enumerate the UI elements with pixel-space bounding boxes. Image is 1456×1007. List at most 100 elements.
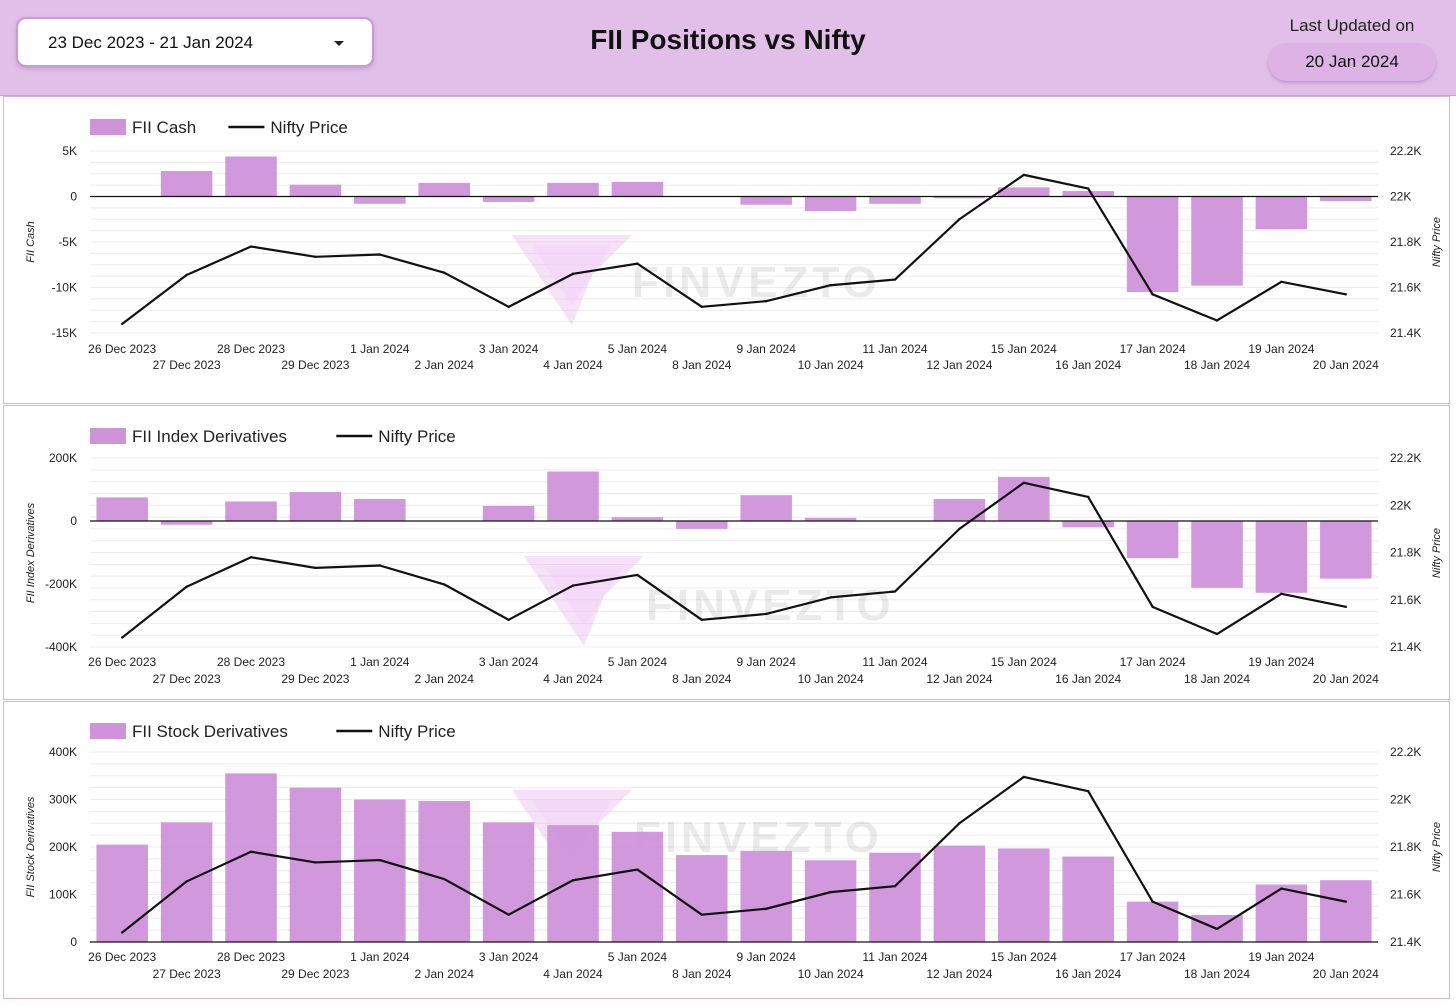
nifty-point-17-jan-2024[interactable]	[1151, 605, 1154, 609]
nifty-point-12-jan-2024[interactable]	[958, 218, 961, 221]
bar-3-jan-2024[interactable]	[482, 505, 535, 521]
bar-15-jan-2024[interactable]	[998, 187, 1050, 197]
bar-20-jan-2024[interactable]	[1320, 521, 1372, 579]
bar-19-jan-2024[interactable]	[1255, 884, 1308, 942]
nifty-point-19-jan-2024[interactable]	[1280, 887, 1283, 890]
bar-29-dec-2023[interactable]	[289, 787, 342, 942]
bar-19-jan-2024[interactable]	[1255, 196, 1308, 230]
bar-4-jan-2024[interactable]	[547, 471, 599, 521]
bar-12-jan-2024[interactable]	[933, 196, 986, 199]
bar-29-dec-2023[interactable]	[289, 184, 342, 197]
bar-15-jan-2024[interactable]	[998, 848, 1050, 942]
bar-10-jan-2024[interactable]	[804, 860, 857, 942]
nifty-point-11-jan-2024[interactable]	[893, 590, 897, 593]
nifty-point-8-jan-2024[interactable]	[700, 913, 703, 916]
nifty-point-12-jan-2024[interactable]	[958, 527, 961, 531]
nifty-point-19-jan-2024[interactable]	[1280, 592, 1283, 596]
nifty-point-18-jan-2024[interactable]	[1215, 927, 1219, 931]
bar-10-jan-2024[interactable]	[804, 196, 857, 212]
nifty-point-27-dec-2023[interactable]	[185, 880, 188, 883]
nifty-point-5-jan-2024[interactable]	[636, 262, 639, 265]
nifty-point-27-dec-2023[interactable]	[185, 273, 188, 277]
bar-4-jan-2024[interactable]	[547, 825, 599, 942]
bar-9-jan-2024[interactable]	[740, 495, 792, 521]
nifty-point-15-jan-2024[interactable]	[1022, 481, 1025, 485]
nifty-point-17-jan-2024[interactable]	[1151, 900, 1154, 903]
bar-27-dec-2023[interactable]	[160, 171, 213, 197]
nifty-point-12-jan-2024[interactable]	[958, 822, 961, 825]
nifty-point-2-jan-2024[interactable]	[443, 583, 446, 586]
bar-27-dec-2023[interactable]	[160, 521, 213, 525]
nifty-point-20-jan-2024[interactable]	[1344, 900, 1348, 903]
bar-20-jan-2024[interactable]	[1320, 880, 1372, 942]
bar-16-jan-2024[interactable]	[1062, 856, 1114, 943]
bar-28-dec-2023[interactable]	[225, 501, 277, 521]
nifty-point-3-jan-2024[interactable]	[507, 618, 510, 622]
bar-10-jan-2024[interactable]	[804, 517, 857, 521]
nifty-point-11-jan-2024[interactable]	[893, 278, 897, 281]
nifty-point-29-dec-2023[interactable]	[314, 255, 317, 258]
nifty-point-18-jan-2024[interactable]	[1215, 632, 1219, 636]
nifty-point-4-jan-2024[interactable]	[571, 879, 575, 882]
chevron-down-icon[interactable]	[334, 41, 344, 46]
nifty-point-26-dec-2023[interactable]	[121, 636, 124, 639]
bar-2-jan-2024[interactable]	[418, 800, 470, 942]
bar-20-jan-2024[interactable]	[1320, 196, 1372, 202]
bar-18-jan-2024[interactable]	[1191, 521, 1243, 588]
bar-26-dec-2023[interactable]	[96, 844, 148, 942]
bar-8-jan-2024[interactable]	[676, 855, 728, 942]
nifty-point-11-jan-2024[interactable]	[893, 884, 897, 888]
bar-8-jan-2024[interactable]	[676, 521, 728, 529]
nifty-point-8-jan-2024[interactable]	[700, 618, 703, 622]
bar-29-dec-2023[interactable]	[289, 492, 342, 521]
bar-12-jan-2024[interactable]	[933, 498, 986, 521]
bar-16-jan-2024[interactable]	[1062, 521, 1114, 528]
nifty-point-4-jan-2024[interactable]	[571, 272, 575, 276]
nifty-point-29-dec-2023[interactable]	[314, 861, 317, 864]
nifty-point-4-jan-2024[interactable]	[571, 584, 575, 587]
bar-3-jan-2024[interactable]	[482, 822, 535, 942]
bar-12-jan-2024[interactable]	[933, 845, 986, 942]
bar-28-dec-2023[interactable]	[225, 773, 277, 942]
nifty-point-26-dec-2023[interactable]	[121, 931, 124, 934]
nifty-point-10-jan-2024[interactable]	[829, 284, 832, 287]
bar-15-jan-2024[interactable]	[998, 476, 1050, 521]
nifty-point-19-jan-2024[interactable]	[1280, 280, 1283, 284]
bar-9-jan-2024[interactable]	[740, 196, 792, 205]
nifty-point-29-dec-2023[interactable]	[314, 566, 317, 570]
bar-5-jan-2024[interactable]	[611, 517, 664, 521]
bar-3-jan-2024[interactable]	[482, 196, 535, 202]
bar-16-jan-2024[interactable]	[1062, 191, 1114, 197]
nifty-point-16-jan-2024[interactable]	[1087, 789, 1090, 793]
nifty-point-20-jan-2024[interactable]	[1344, 293, 1348, 296]
nifty-point-15-jan-2024[interactable]	[1022, 775, 1025, 779]
nifty-point-8-jan-2024[interactable]	[700, 305, 703, 309]
nifty-point-28-dec-2023[interactable]	[249, 245, 253, 248]
bar-11-jan-2024[interactable]	[869, 196, 921, 204]
bar-17-jan-2024[interactable]	[1126, 901, 1179, 942]
bar-5-jan-2024[interactable]	[611, 831, 664, 942]
nifty-point-5-jan-2024[interactable]	[636, 573, 639, 577]
nifty-point-26-dec-2023[interactable]	[121, 322, 124, 326]
nifty-point-3-jan-2024[interactable]	[507, 913, 510, 916]
nifty-point-1-jan-2024[interactable]	[378, 858, 381, 862]
bar-26-dec-2023[interactable]	[96, 497, 148, 521]
nifty-point-9-jan-2024[interactable]	[765, 907, 768, 910]
bar-19-jan-2024[interactable]	[1255, 521, 1308, 593]
nifty-point-16-jan-2024[interactable]	[1087, 495, 1090, 499]
nifty-point-2-jan-2024[interactable]	[443, 271, 446, 274]
nifty-point-5-jan-2024[interactable]	[636, 868, 639, 871]
bar-17-jan-2024[interactable]	[1126, 196, 1179, 293]
nifty-point-18-jan-2024[interactable]	[1215, 319, 1219, 322]
nifty-point-10-jan-2024[interactable]	[829, 596, 832, 599]
nifty-point-9-jan-2024[interactable]	[765, 612, 768, 616]
nifty-point-27-dec-2023[interactable]	[185, 585, 188, 588]
bar-2-jan-2024[interactable]	[418, 182, 470, 197]
nifty-point-15-jan-2024[interactable]	[1022, 173, 1025, 177]
bar-18-jan-2024[interactable]	[1191, 196, 1243, 286]
nifty-point-28-dec-2023[interactable]	[249, 556, 253, 559]
date-range-picker[interactable]: 23 Dec 2023 - 21 Jan 2024	[16, 17, 374, 67]
bar-9-jan-2024[interactable]	[740, 850, 792, 942]
bar-1-jan-2024[interactable]	[354, 196, 406, 204]
bar-1-jan-2024[interactable]	[354, 498, 406, 521]
